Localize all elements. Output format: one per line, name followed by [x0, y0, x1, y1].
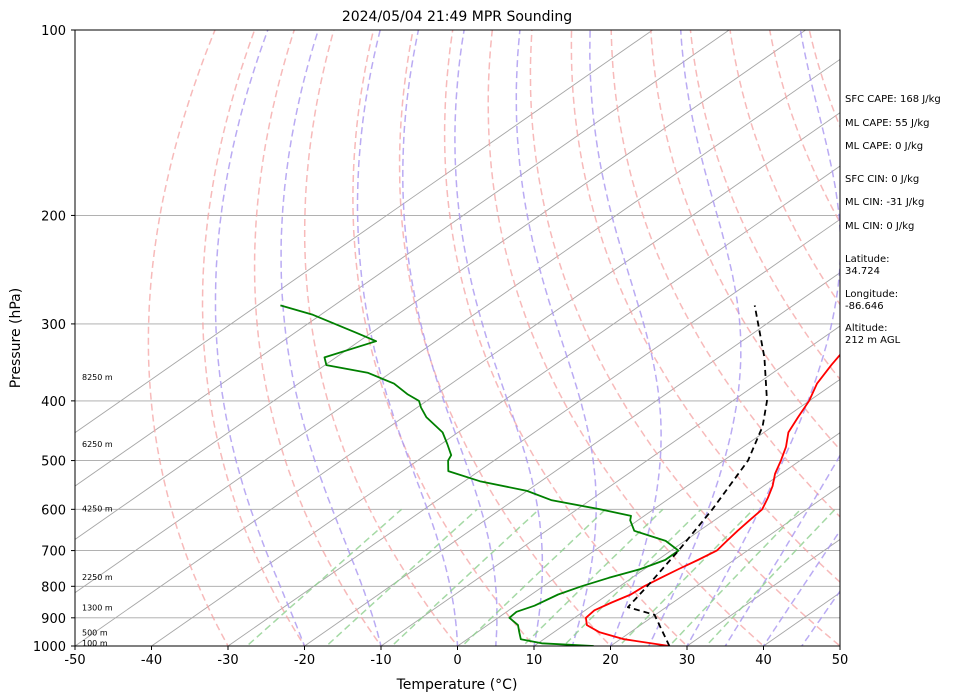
ml-cape-text: ML CAPE: 55 J/kg — [845, 118, 929, 129]
dry-adiabat-line — [729, 30, 840, 306]
mixing-ratio-line — [390, 508, 540, 646]
isotherm-line — [150, 165, 840, 646]
isotherm-line — [686, 538, 840, 646]
height-label: 8250 m — [82, 373, 113, 382]
mixing-ratio-line — [562, 508, 702, 646]
y-tick-label: 800 — [41, 580, 66, 595]
y-tick-label: 600 — [41, 503, 66, 518]
dry-adiabat-line — [398, 30, 612, 646]
isotherm-line — [75, 112, 840, 646]
altitude-label: Altitude: — [845, 323, 887, 334]
moist-adiabat-line — [515, 30, 597, 646]
moist-adiabat-line — [356, 30, 459, 646]
dry-adiabat-line — [303, 30, 459, 646]
sfc-cape-text: SFC CAPE: 168 J/kg — [845, 94, 941, 105]
height-label: 2250 m — [82, 573, 113, 582]
moist-adiabat-line — [280, 30, 382, 646]
moist-adiabat-line — [647, 30, 742, 646]
height-label: 1300 m — [82, 604, 113, 613]
longitude-value: -86.646 — [845, 301, 884, 312]
ml-cin-text: ML CIN: -31 J/kg — [845, 197, 924, 208]
dry-adiabat-line — [443, 30, 689, 646]
height-label: 500 m — [82, 629, 108, 638]
height-label: 4250 m — [82, 504, 113, 513]
isotherm-line — [227, 218, 840, 646]
temperature-profile — [585, 353, 840, 646]
isotherm-line — [609, 485, 840, 646]
x-tick-label: -50 — [64, 653, 85, 668]
plot-area — [75, 30, 840, 646]
dry-adiabat-line — [650, 30, 840, 451]
mu-cape-text: ML CAPE: 0 J/kg — [845, 141, 923, 152]
x-tick-label: 50 — [832, 653, 849, 668]
x-tick-label: 0 — [453, 653, 461, 668]
mixing-ratio-line — [705, 508, 836, 646]
x-tick-label: 30 — [679, 653, 696, 668]
x-tick-label: 20 — [602, 653, 619, 668]
mixing-ratio-line — [668, 508, 802, 646]
latitude-value: 34.724 — [845, 266, 880, 277]
sounding-parameters: SFC CAPE: 168 J/kg ML CAPE: 55 J/kg ML C… — [845, 94, 941, 346]
isotherm-line — [533, 432, 840, 646]
parcel-profile — [627, 305, 768, 646]
height-label: 6250 m — [82, 440, 113, 449]
x-axis-title: Temperature (°C) — [396, 677, 518, 693]
y-tick-label: 700 — [41, 545, 66, 560]
y-tick-label: 300 — [41, 318, 66, 333]
moist-adiabat-line — [214, 30, 306, 646]
isotherm-line — [380, 325, 840, 646]
x-tick-label: -30 — [217, 653, 238, 668]
profile-lines — [280, 304, 840, 646]
background-lines — [75, 30, 840, 646]
x-axis: -50 -40 -30 -20 -10 0 10 20 30 40 50 — [64, 646, 848, 668]
altitude-value: 212 m AGL — [845, 335, 901, 346]
dry-adiabat-line — [487, 30, 765, 646]
mu-cin-text: ML CIN: 0 J/kg — [845, 221, 914, 232]
moist-adiabat-line — [454, 30, 544, 646]
isotherm-line — [303, 272, 840, 646]
dewpoint-profile — [280, 304, 680, 646]
dry-adiabat-line — [610, 30, 840, 518]
mixing-ratio-line — [618, 508, 755, 646]
y-axis: 1000 900 800 700 600 500 400 300 200 100 — [33, 24, 75, 655]
y-tick-label: 500 — [41, 455, 66, 470]
x-tick-label: 10 — [526, 653, 543, 668]
mixing-ratio-line — [461, 508, 607, 646]
x-tick-label: -20 — [294, 653, 315, 668]
y-tick-label: 400 — [41, 395, 66, 410]
x-tick-label: -40 — [141, 653, 162, 668]
longitude-label: Longitude: — [845, 289, 898, 300]
y-tick-label: 1000 — [33, 640, 66, 655]
dry-adiabat-line — [201, 30, 306, 646]
moist-adiabat-line — [402, 30, 498, 646]
x-tick-label: -10 — [370, 653, 391, 668]
x-tick-label: 40 — [755, 653, 772, 668]
mixing-ratio-line — [245, 508, 403, 646]
dry-adiabat-line — [570, 30, 840, 584]
dry-adiabat-line — [253, 30, 382, 646]
mixing-ratio-line — [325, 508, 478, 646]
height-label: 100 m — [82, 639, 108, 648]
isotherm-line — [75, 58, 840, 594]
dry-adiabat-line — [352, 30, 536, 646]
isotherm-line — [75, 30, 807, 540]
y-axis-title: Pressure (hPa) — [8, 288, 24, 388]
isotherm-line — [75, 30, 730, 487]
y-tick-label: 900 — [41, 612, 66, 627]
isotherm-line — [75, 30, 654, 434]
y-tick-label: 100 — [41, 24, 66, 39]
latitude-label: Latitude: — [845, 254, 890, 265]
moist-adiabat-line — [589, 30, 662, 646]
chart-title: 2024/05/04 21:49 MPR Sounding — [342, 9, 572, 25]
moist-adiabat-line — [724, 453, 840, 646]
y-tick-label: 200 — [41, 209, 66, 224]
mixing-ratio-line — [521, 508, 664, 646]
moist-adiabat-line — [686, 30, 840, 646]
sfc-cin-text: SFC CIN: 0 J/kg — [845, 174, 919, 185]
dry-adiabat-line — [147, 30, 229, 646]
